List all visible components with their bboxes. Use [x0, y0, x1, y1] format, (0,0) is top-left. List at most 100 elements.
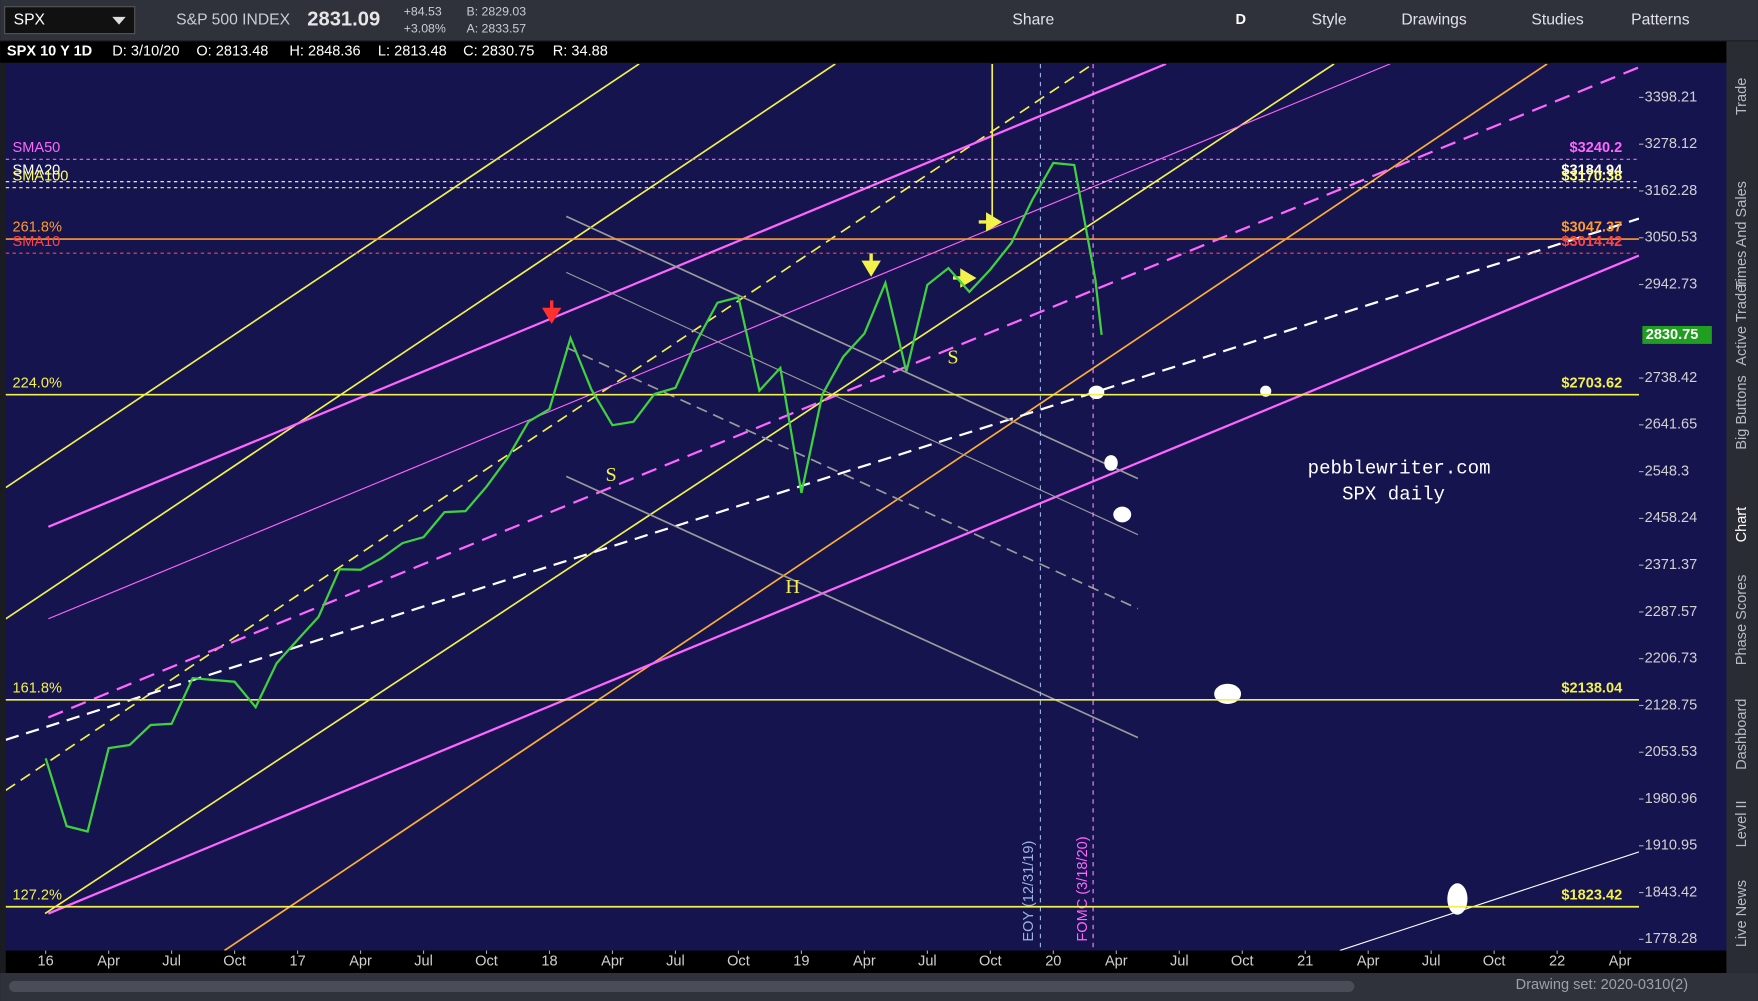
level-name: 127.2%	[13, 887, 62, 903]
y-tick-label: 2053.53	[1645, 744, 1698, 760]
level-value: $3014.42	[1561, 234, 1622, 250]
net-change: +84.53	[404, 5, 442, 19]
x-tick-label: Jul	[1422, 954, 1441, 970]
target-dot	[1104, 455, 1118, 471]
side-tab[interactable]: Live News	[1734, 880, 1750, 947]
level-name: 224.0%	[13, 375, 62, 391]
side-tab[interactable]: Big Buttons	[1734, 375, 1750, 449]
x-tick-label: Jul	[1170, 954, 1189, 970]
level-value: $3240.2	[1570, 140, 1623, 156]
header-field: O: 2813.48	[196, 43, 268, 59]
trendlines	[5, 63, 1639, 951]
header-field: D: 3/10/20	[112, 43, 179, 59]
side-tab[interactable]: Trade	[1734, 78, 1750, 116]
event-label: FOMC (3/18/20)	[1075, 836, 1091, 941]
pattern-label: H	[785, 576, 800, 598]
y-tick-label: 3162.28	[1645, 183, 1698, 199]
current-price-badge	[1642, 325, 1712, 344]
x-tick-label: 17	[289, 954, 305, 970]
drawing-set: Drawing set: 2020-0310(2)	[1516, 977, 1688, 993]
aggregation[interactable]: D	[1235, 12, 1246, 28]
level-name: SMA50	[13, 140, 61, 156]
dropdown-arrow	[112, 16, 126, 25]
x-tick-label: Apr	[1357, 954, 1380, 970]
x-tick-label: 18	[541, 954, 557, 970]
side-tab[interactable]: Times And Sales	[1734, 181, 1750, 290]
y-tick-label: 2371.37	[1645, 557, 1698, 573]
channel-line	[566, 271, 1139, 536]
side-tab[interactable]: Dashboard	[1734, 699, 1750, 770]
x-tick-label: 20	[1045, 954, 1061, 970]
trendline	[223, 63, 1548, 951]
channel-line	[565, 346, 1139, 610]
trendline	[47, 66, 1639, 719]
level-name: 161.8%	[13, 680, 62, 696]
side-tab[interactable]: Chart	[1734, 507, 1750, 543]
trendline	[5, 217, 1639, 741]
y-tick-label: 3050.53	[1645, 230, 1698, 246]
side-tab[interactable]: Level II	[1734, 800, 1750, 847]
x-tick-label: 19	[793, 954, 809, 970]
x-tick-label: Oct	[1483, 954, 1506, 970]
side-tab[interactable]: Active Trader	[1734, 280, 1750, 366]
y-tick-label: 2287.57	[1645, 604, 1698, 620]
toolbar-button[interactable]: Style	[1312, 11, 1347, 28]
pattern-label: S	[947, 346, 958, 368]
y-tick-label: 1980.96	[1645, 791, 1698, 807]
toolbar-buttons: Share Style Drawings Studies Patterns	[1012, 11, 1689, 28]
toolbar	[0, 0, 1758, 41]
y-tick-label: 2206.73	[1645, 651, 1698, 667]
target-dot	[1113, 506, 1132, 523]
x-tick-label: 16	[38, 954, 54, 970]
level-value: $2138.04	[1561, 680, 1623, 696]
y-tick-label: 1843.42	[1645, 884, 1698, 900]
toolbar-button[interactable]: Drawings	[1401, 11, 1467, 28]
level-name: 261.8%	[13, 220, 62, 236]
arrow	[952, 268, 977, 288]
y-tick-label: 2641.65	[1645, 417, 1698, 433]
symbol: SPX	[14, 11, 46, 28]
y-tick-label: 1778.28	[1645, 931, 1698, 947]
trendline	[47, 254, 1639, 915]
toolbar-button[interactable]: Share	[1012, 11, 1054, 28]
watermark: SPX daily	[1342, 483, 1445, 505]
event-label: EOY (12/31/19)	[1021, 841, 1037, 942]
x-tick-label: Oct	[979, 954, 1002, 970]
level-value: $1823.42	[1561, 887, 1622, 903]
x-tick-label: Oct	[475, 954, 498, 970]
side-tab[interactable]: Phase Scores	[1734, 575, 1750, 666]
level-name: SMA20	[13, 162, 61, 178]
symbol-box[interactable]	[4, 6, 136, 35]
x-tick-label: Oct	[1231, 954, 1254, 970]
y-tick-label: 3278.12	[1645, 136, 1698, 152]
level-value: $2703.62	[1561, 375, 1622, 391]
x-tick-label: Apr	[853, 954, 876, 970]
x-tick-label: Jul	[414, 954, 433, 970]
percent-change: +3.08%	[404, 21, 446, 35]
watermark: pebblewriter.com	[1308, 458, 1491, 480]
toolbar-button[interactable]: Studies	[1531, 11, 1583, 28]
scrollbar[interactable]	[9, 980, 1355, 993]
description: S&P 500 INDEX	[176, 11, 290, 28]
price-line	[44, 161, 1103, 833]
trendline	[5, 63, 836, 620]
header-field: H: 2848.36	[289, 43, 360, 59]
toolbar-button[interactable]: Patterns	[1631, 11, 1690, 28]
trendline	[5, 63, 640, 489]
y-tick-label: 2458.24	[1645, 510, 1698, 526]
side-panel	[1726, 41, 1758, 973]
level-name: SMA10	[13, 234, 61, 250]
x-tick-label: 21	[1297, 954, 1313, 970]
price-axis	[1638, 63, 1727, 951]
trendline	[48, 63, 1391, 620]
header-field: R: 34.88	[553, 43, 608, 59]
channel-line	[565, 475, 1139, 739]
y-tick-label: 1910.95	[1645, 838, 1698, 854]
arrow	[541, 300, 562, 324]
arrow	[978, 212, 1003, 232]
target-dot	[1214, 683, 1242, 704]
x-tick-label: Jul	[162, 954, 181, 970]
y-tick-label: 2738.42	[1645, 370, 1698, 386]
